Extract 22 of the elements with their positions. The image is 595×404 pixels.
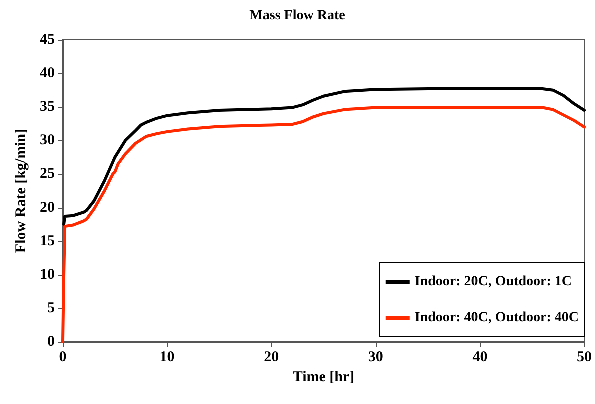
x-axis-title: Time [hr] — [292, 370, 355, 386]
y-tick-label: 45 — [40, 32, 55, 48]
y-tick-label: 5 — [48, 300, 55, 316]
x-tick-label: 40 — [472, 350, 488, 366]
legend-label: Indoor: 40C, Outdoor: 40C — [414, 310, 580, 326]
chart-title: Mass Flow Rate — [250, 8, 346, 24]
x-tick-label: 50 — [577, 350, 592, 366]
x-tick-label: 10 — [160, 350, 175, 366]
line-series — [62, 87, 586, 226]
y-tick-label: 15 — [40, 233, 55, 250]
y-tick-label: 20 — [40, 200, 55, 216]
y-tick-label: 35 — [40, 99, 55, 116]
y-tick-label: 0 — [48, 334, 55, 350]
y-tick-label: 40 — [40, 66, 55, 82]
y-tick-label: 25 — [40, 166, 55, 182]
y-tick-label: 30 — [40, 132, 55, 149]
y-axis-title: Flow Rate [kg/min] — [14, 128, 30, 254]
x-tick-label: 0 — [59, 350, 67, 366]
legend-label: Indoor: 20C, Outdoor: 1C — [414, 274, 572, 290]
x-tick-label: 20 — [264, 350, 280, 366]
x-tick-label: 30 — [368, 350, 384, 366]
y-tick-label: 10 — [40, 266, 55, 283]
